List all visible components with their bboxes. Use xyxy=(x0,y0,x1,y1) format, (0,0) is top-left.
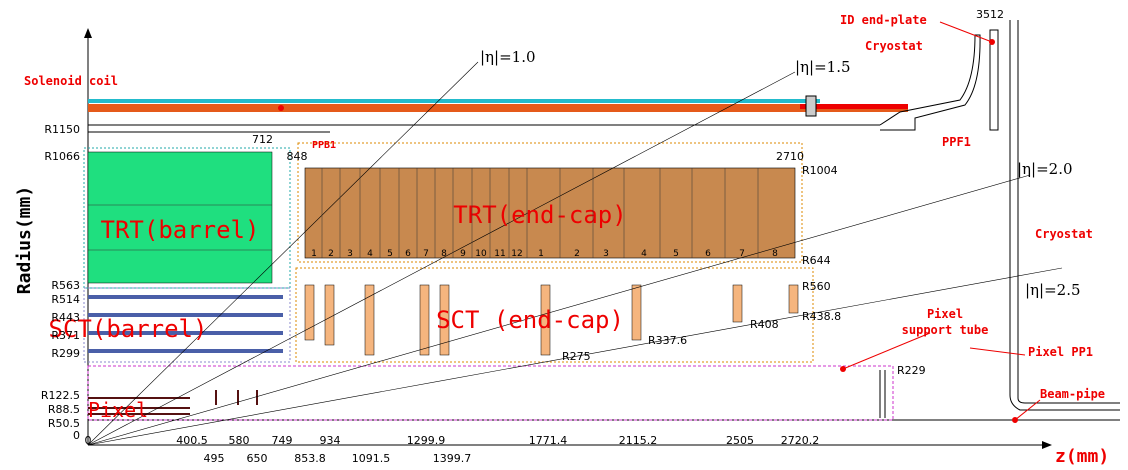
wheel-number: 7 xyxy=(423,249,429,259)
detector-label: Pixel xyxy=(88,398,148,422)
radius-label: R371 xyxy=(51,329,80,342)
radius-label: R563 xyxy=(51,279,80,292)
wheel-number: 3 xyxy=(603,249,609,259)
radius-label: R1066 xyxy=(44,150,80,163)
wheel-number: 2 xyxy=(574,249,580,259)
label: Pixel xyxy=(927,307,963,321)
wheel-number: 9 xyxy=(460,249,466,259)
label: Cryostat xyxy=(1035,227,1093,241)
z-label: 853.8 xyxy=(294,452,326,465)
wheel-number: 8 xyxy=(441,249,447,259)
wheel-number: 12 xyxy=(511,249,522,259)
z-label: 495 xyxy=(204,452,225,465)
wheel-number: 5 xyxy=(387,249,393,259)
wheel-number: 3 xyxy=(347,249,353,259)
dimension-label: 3512 xyxy=(976,8,1004,21)
label: Beam-pipe xyxy=(1040,387,1105,401)
detector-label: SCT(barrel) xyxy=(49,315,208,343)
radius-label: R88.5 xyxy=(48,403,80,416)
z-label: 749 xyxy=(272,434,293,447)
radius-label: 0 xyxy=(73,429,80,442)
wheel-number: 7 xyxy=(739,249,745,259)
label: PPB1 xyxy=(312,140,336,151)
z-label: 2720.2 xyxy=(781,434,820,447)
label: PPF1 xyxy=(942,135,971,149)
radius-label: R122.5 xyxy=(41,389,80,402)
dimension-label: R438.8 xyxy=(802,310,841,323)
z-label: 1399.7 xyxy=(433,452,472,465)
wheel-number: 1 xyxy=(538,249,544,259)
detector-label: TRT(end-cap) xyxy=(453,201,626,229)
z-label: 580 xyxy=(229,434,250,447)
dimension-label: R275 xyxy=(562,350,591,363)
z-label: 2505 xyxy=(726,434,754,447)
dimension-label: R229 xyxy=(897,364,926,377)
z-label: 1299.9 xyxy=(407,434,446,447)
eta-label: |η|=1.5 xyxy=(795,58,851,76)
label: Pixel PP1 xyxy=(1028,345,1093,359)
wheel-number: 4 xyxy=(641,249,647,259)
dimension-label: R644 xyxy=(802,254,831,267)
label: support tube xyxy=(902,323,989,337)
radius-label: R1150 xyxy=(44,123,80,136)
z-label: 1091.5 xyxy=(352,452,391,465)
eta-label: |η|=2.0 xyxy=(1017,160,1073,178)
z-label: 400.5 xyxy=(176,434,208,447)
radius-label: R299 xyxy=(51,347,80,360)
wheel-number: 6 xyxy=(705,249,711,259)
radius-label: R50.5 xyxy=(48,417,80,430)
wheel-number: 4 xyxy=(367,249,373,259)
label: Solenoid coil xyxy=(24,74,118,88)
eta-label: |η|=2.5 xyxy=(1025,281,1081,299)
z-label: 1771.4 xyxy=(529,434,568,447)
wheel-number: 10 xyxy=(475,249,487,259)
eta-label: |η|=1.0 xyxy=(480,48,536,66)
z-label: 934 xyxy=(320,434,341,447)
dimension-label: R337.6 xyxy=(648,334,687,347)
structures xyxy=(83,20,1120,449)
wheel-number: 5 xyxy=(673,249,679,259)
wheel-number: 6 xyxy=(405,249,411,259)
axis-title: z(mm) xyxy=(1055,446,1109,467)
z-label: 0 xyxy=(85,434,92,447)
detector-label: TRT(barrel) xyxy=(101,216,260,244)
label: Cryostat xyxy=(865,39,923,53)
wheel-number: 11 xyxy=(494,249,505,259)
dimension-label: R1004 xyxy=(802,164,838,177)
label: ID end-plate xyxy=(840,13,927,27)
z-label: 2115.2 xyxy=(619,434,658,447)
wheel-number: 1 xyxy=(311,249,317,259)
detector-label: SCT (end-cap) xyxy=(436,306,624,334)
radius-label: R443 xyxy=(51,311,80,324)
z-label: 650 xyxy=(247,452,268,465)
dimension-label: R408 xyxy=(750,318,779,331)
radius-label: R514 xyxy=(51,293,80,306)
dimension-label: R560 xyxy=(802,280,831,293)
wheel-number: 8 xyxy=(772,249,778,259)
dimension-label: 712 xyxy=(252,133,273,146)
axis-title: Radius(mm) xyxy=(14,186,35,294)
dimension-label: 2710 xyxy=(776,150,804,163)
wheel-number: 2 xyxy=(328,249,334,259)
dimension-label: 848 xyxy=(287,150,308,163)
